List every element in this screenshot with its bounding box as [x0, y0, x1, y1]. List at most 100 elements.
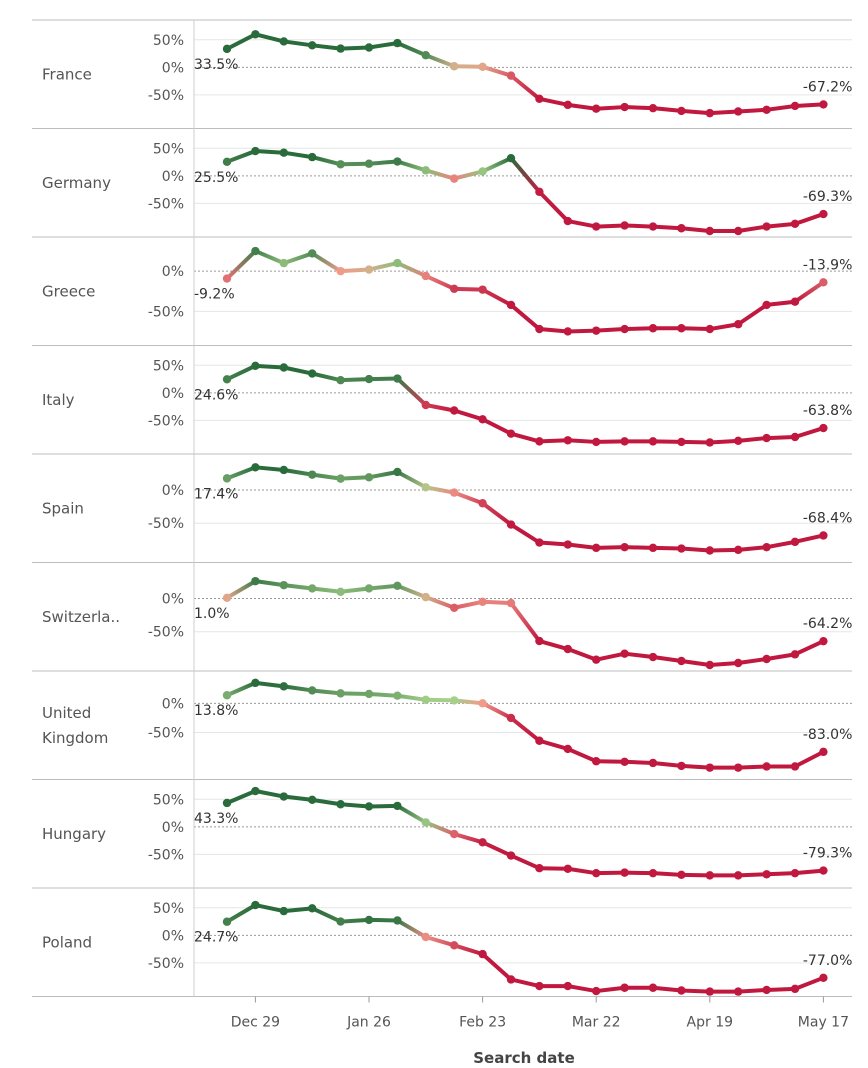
data-point — [762, 222, 771, 231]
data-point — [478, 597, 487, 606]
series-line-segment — [679, 659, 712, 667]
series-line-segment — [395, 693, 428, 702]
data-point — [506, 975, 516, 984]
y-tick-label: -50% — [148, 726, 184, 742]
x-tick-label: Jan 26 — [346, 1015, 391, 1031]
data-point — [364, 159, 374, 168]
first-value-label: 13.8% — [194, 703, 238, 719]
data-point — [677, 761, 686, 771]
series-line-segment — [338, 161, 371, 167]
data-point — [705, 324, 714, 334]
data-point — [506, 429, 516, 438]
y-tick-label: -50% — [148, 413, 184, 429]
series-line-segment — [225, 680, 258, 698]
data-point — [279, 363, 288, 372]
data-point — [478, 285, 487, 294]
data-point — [279, 258, 288, 268]
series-line-segment — [509, 601, 542, 644]
first-value-label: 17.4% — [194, 486, 238, 502]
y-tick-label: 50% — [153, 358, 184, 374]
series-line-segment — [764, 299, 797, 307]
data-point — [819, 636, 828, 646]
data-point — [790, 868, 800, 878]
data-point — [535, 981, 544, 991]
data-point — [677, 544, 686, 553]
first-value-label: 25.5% — [194, 170, 238, 186]
last-value-label: -77.0% — [803, 953, 853, 969]
data-point — [762, 762, 771, 771]
data-point — [819, 866, 828, 875]
series-line-segment — [281, 794, 315, 802]
series-line-segment — [537, 540, 570, 547]
series-line-segment — [423, 53, 457, 69]
series-line-segment — [253, 579, 286, 588]
series-line-segment — [793, 102, 826, 108]
y-tick-label: 50% — [153, 901, 184, 917]
data-point — [592, 543, 601, 553]
series-line-segment — [310, 586, 343, 594]
data-point — [251, 576, 260, 586]
data-point — [279, 465, 288, 475]
data-point — [677, 437, 686, 447]
series-line-segment — [310, 251, 343, 274]
series-line-segment — [423, 595, 457, 610]
series-line-segment — [509, 73, 542, 101]
data-point — [222, 691, 232, 700]
series-line-segment — [651, 439, 684, 444]
country-label: Germany — [42, 174, 111, 192]
data-point — [762, 433, 771, 443]
data-point — [620, 102, 629, 112]
data-point — [251, 900, 260, 910]
data-point — [734, 658, 743, 668]
series-line-segment — [367, 691, 400, 698]
data-point — [222, 917, 232, 926]
series-line-segment — [310, 371, 343, 383]
country-label: Kingdom — [42, 729, 108, 747]
data-point — [620, 221, 629, 230]
series-line-segment — [338, 377, 371, 383]
data-point — [762, 105, 771, 115]
series-line-segment — [509, 302, 542, 332]
last-value-label: -67.2% — [803, 79, 853, 95]
series-line-segment — [764, 871, 797, 877]
data-point — [393, 157, 402, 166]
data-point — [535, 736, 544, 745]
panel-united-kingdom: 0% -50% United Kingdom 13.8% -83.0% — [32, 670, 852, 772]
series-line-segment — [736, 107, 769, 114]
data-point — [506, 71, 516, 80]
data-point — [648, 758, 658, 768]
data-point — [251, 246, 260, 256]
series-line-segment — [537, 866, 570, 871]
data-point — [222, 375, 232, 384]
series-line-segment — [225, 903, 258, 924]
data-point — [251, 463, 260, 472]
series-line-segment — [452, 698, 485, 706]
series-line-segment — [793, 212, 826, 226]
data-point — [677, 870, 686, 880]
series-line-segment — [622, 759, 655, 765]
last-value-label: -64.2% — [803, 616, 853, 632]
series-line-segment — [310, 906, 343, 924]
data-point — [563, 981, 572, 991]
data-point — [279, 37, 288, 46]
series-line-segment — [651, 871, 684, 877]
data-point — [251, 678, 260, 688]
panel-poland: 50% 0% -50% Poland 24.7% -77.0% — [32, 887, 853, 997]
data-point — [819, 423, 828, 433]
data-point — [336, 160, 345, 169]
series-line-segment — [736, 545, 769, 552]
data-point — [734, 763, 743, 772]
data-point — [279, 580, 288, 590]
data-point — [308, 686, 317, 695]
series-line-segment — [764, 221, 797, 229]
y-tick-label: -50% — [148, 625, 184, 641]
series-line-segment — [622, 545, 655, 550]
series-line-segment — [707, 661, 741, 667]
series-line-segment — [594, 759, 627, 764]
series-line-segment — [679, 546, 712, 553]
series-line-segment — [565, 866, 599, 876]
series-line-segment — [338, 267, 371, 274]
data-point — [450, 829, 459, 839]
series-line-segment — [736, 872, 769, 878]
data-point — [592, 868, 601, 878]
